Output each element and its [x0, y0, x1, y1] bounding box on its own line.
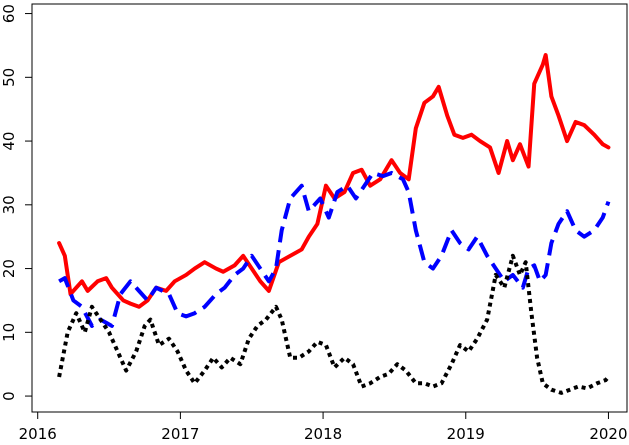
y-tick-label: 40 — [0, 132, 18, 151]
x-tick-label: 2020 — [589, 425, 627, 443]
x-tick-label: 2017 — [161, 425, 199, 443]
x-tick-label: 2016 — [19, 425, 57, 443]
x-axis: 2016 2017 2018 2019 2020 — [19, 412, 628, 443]
x-tick-label: 2018 — [304, 425, 342, 443]
plot-frame — [31, 3, 628, 413]
series-layer — [57, 53, 611, 395]
y-tick-label: 30 — [0, 195, 18, 214]
y-tick-label: 60 — [0, 4, 18, 23]
series-line-solid — [57, 53, 611, 309]
series-line-dotted — [57, 253, 610, 395]
x-tick-label: 2019 — [447, 425, 485, 443]
y-axis: 0 10 20 30 40 50 60 — [0, 4, 32, 401]
y-tick-label: 50 — [0, 68, 18, 87]
y-tick-label: 20 — [0, 259, 18, 278]
y-tick-label: 0 — [0, 391, 18, 401]
y-tick-label: 10 — [0, 323, 18, 342]
